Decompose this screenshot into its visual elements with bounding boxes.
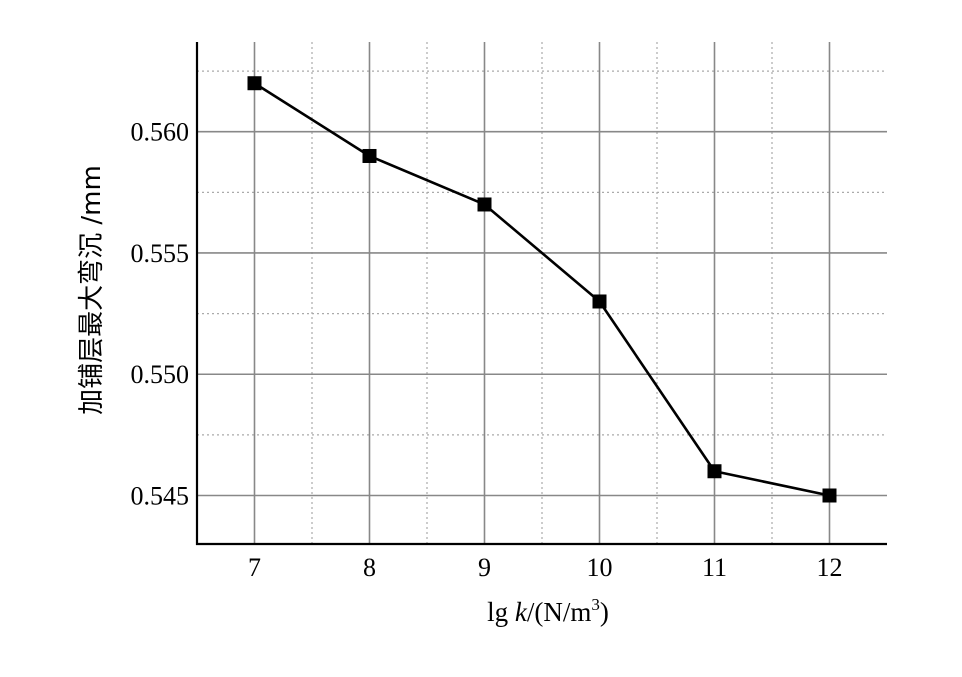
major-grid (197, 42, 887, 544)
y-tick-labels: 0.545 0.550 0.555 0.560 (131, 118, 190, 511)
x-tick-label: 11 (702, 553, 727, 582)
y-axis-label: 加铺层最大弯沉 /mm (77, 165, 107, 415)
x-tick-labels: 7 8 9 10 11 12 (248, 553, 843, 582)
y-tick-label: 0.545 (131, 481, 190, 510)
x-tick-label: 9 (478, 553, 491, 582)
series-group (247, 76, 837, 503)
x-axis-label: lg k/(N/m3) (487, 595, 609, 627)
y-tick-label: 0.555 (131, 239, 190, 268)
x-tick-label: 8 (363, 553, 376, 582)
data-point (707, 464, 722, 479)
y-tick-label: 0.560 (131, 118, 190, 147)
data-point (477, 197, 492, 212)
data-point (592, 294, 607, 309)
series-line (253, 82, 830, 497)
x-tick-label: 10 (587, 553, 613, 582)
data-point (362, 148, 377, 163)
x-tick-label: 12 (817, 553, 843, 582)
x-tick-label: 7 (248, 553, 261, 582)
minor-grid (197, 42, 887, 544)
data-point (822, 488, 837, 503)
y-tick-label: 0.550 (131, 360, 190, 389)
axes (195, 42, 887, 546)
data-point (247, 76, 262, 91)
